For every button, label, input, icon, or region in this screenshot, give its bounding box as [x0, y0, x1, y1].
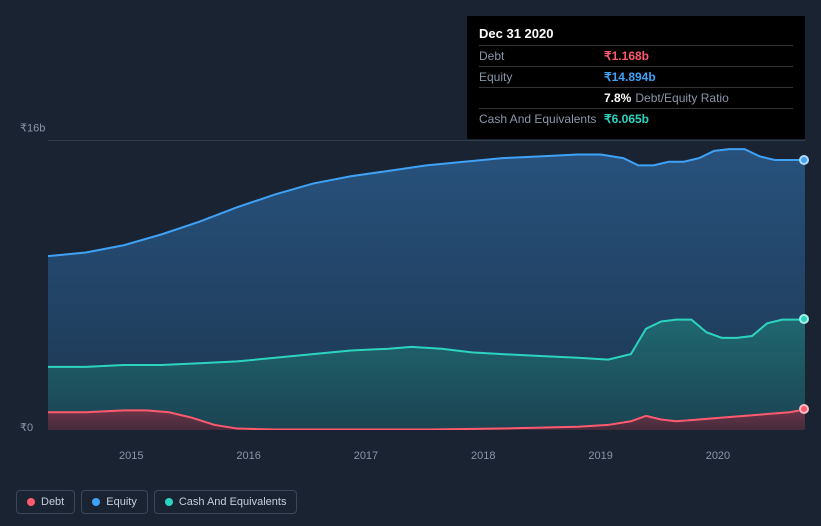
legend-dot-icon	[92, 498, 100, 506]
tooltip-row: Equity₹14.894b	[479, 66, 793, 87]
tooltip-row-label: Equity	[479, 70, 604, 84]
chart-legend: Debt Equity Cash And Equivalents	[16, 490, 297, 514]
tooltip-row-value: ₹1.168b	[604, 49, 649, 63]
legend-item[interactable]: Cash And Equivalents	[154, 490, 298, 514]
x-axis-label: 2020	[706, 450, 730, 462]
chart-area: ₹16b ₹0	[16, 120, 805, 430]
tooltip-row-value: ₹14.894b	[604, 70, 656, 84]
x-axis-label: 2019	[588, 450, 612, 462]
series-end-marker	[799, 314, 809, 324]
legend-dot-icon	[165, 498, 173, 506]
chart-svg[interactable]	[48, 140, 805, 430]
tooltip-row: Debt₹1.168b	[479, 45, 793, 66]
tooltip-row-label: Debt	[479, 49, 604, 63]
tooltip-date: Dec 31 2020	[479, 26, 793, 41]
x-axis-labels: 2015 2016 2017 2018 2019 2020	[48, 450, 805, 466]
tooltip-row-label	[479, 91, 604, 105]
legend-label: Cash And Equivalents	[179, 496, 287, 508]
tooltip-row-value: ₹6.065b	[604, 112, 649, 126]
x-axis-label: 2015	[119, 450, 143, 462]
tooltip-row: Cash And Equivalents₹6.065b	[479, 108, 793, 129]
y-axis-min-label: ₹0	[20, 421, 33, 434]
tooltip-rows: Debt₹1.168bEquity₹14.894b7.8%Debt/Equity…	[479, 45, 793, 129]
legend-item[interactable]: Debt	[16, 490, 75, 514]
legend-label: Equity	[106, 496, 137, 508]
legend-label: Debt	[41, 496, 64, 508]
series-end-marker	[799, 155, 809, 165]
chart-tooltip: Dec 31 2020 Debt₹1.168bEquity₹14.894b7.8…	[467, 16, 805, 139]
x-axis-label: 2018	[471, 450, 495, 462]
legend-item[interactable]: Equity	[81, 490, 148, 514]
tooltip-row-value: 7.8%Debt/Equity Ratio	[604, 91, 729, 105]
tooltip-row-label: Cash And Equivalents	[479, 112, 604, 126]
x-axis-label: 2017	[354, 450, 378, 462]
x-axis-label: 2016	[236, 450, 260, 462]
tooltip-row: 7.8%Debt/Equity Ratio	[479, 87, 793, 108]
series-end-marker	[799, 404, 809, 414]
tooltip-row-extra: Debt/Equity Ratio	[635, 91, 728, 105]
y-axis-max-label: ₹16b	[20, 122, 45, 135]
legend-dot-icon	[27, 498, 35, 506]
